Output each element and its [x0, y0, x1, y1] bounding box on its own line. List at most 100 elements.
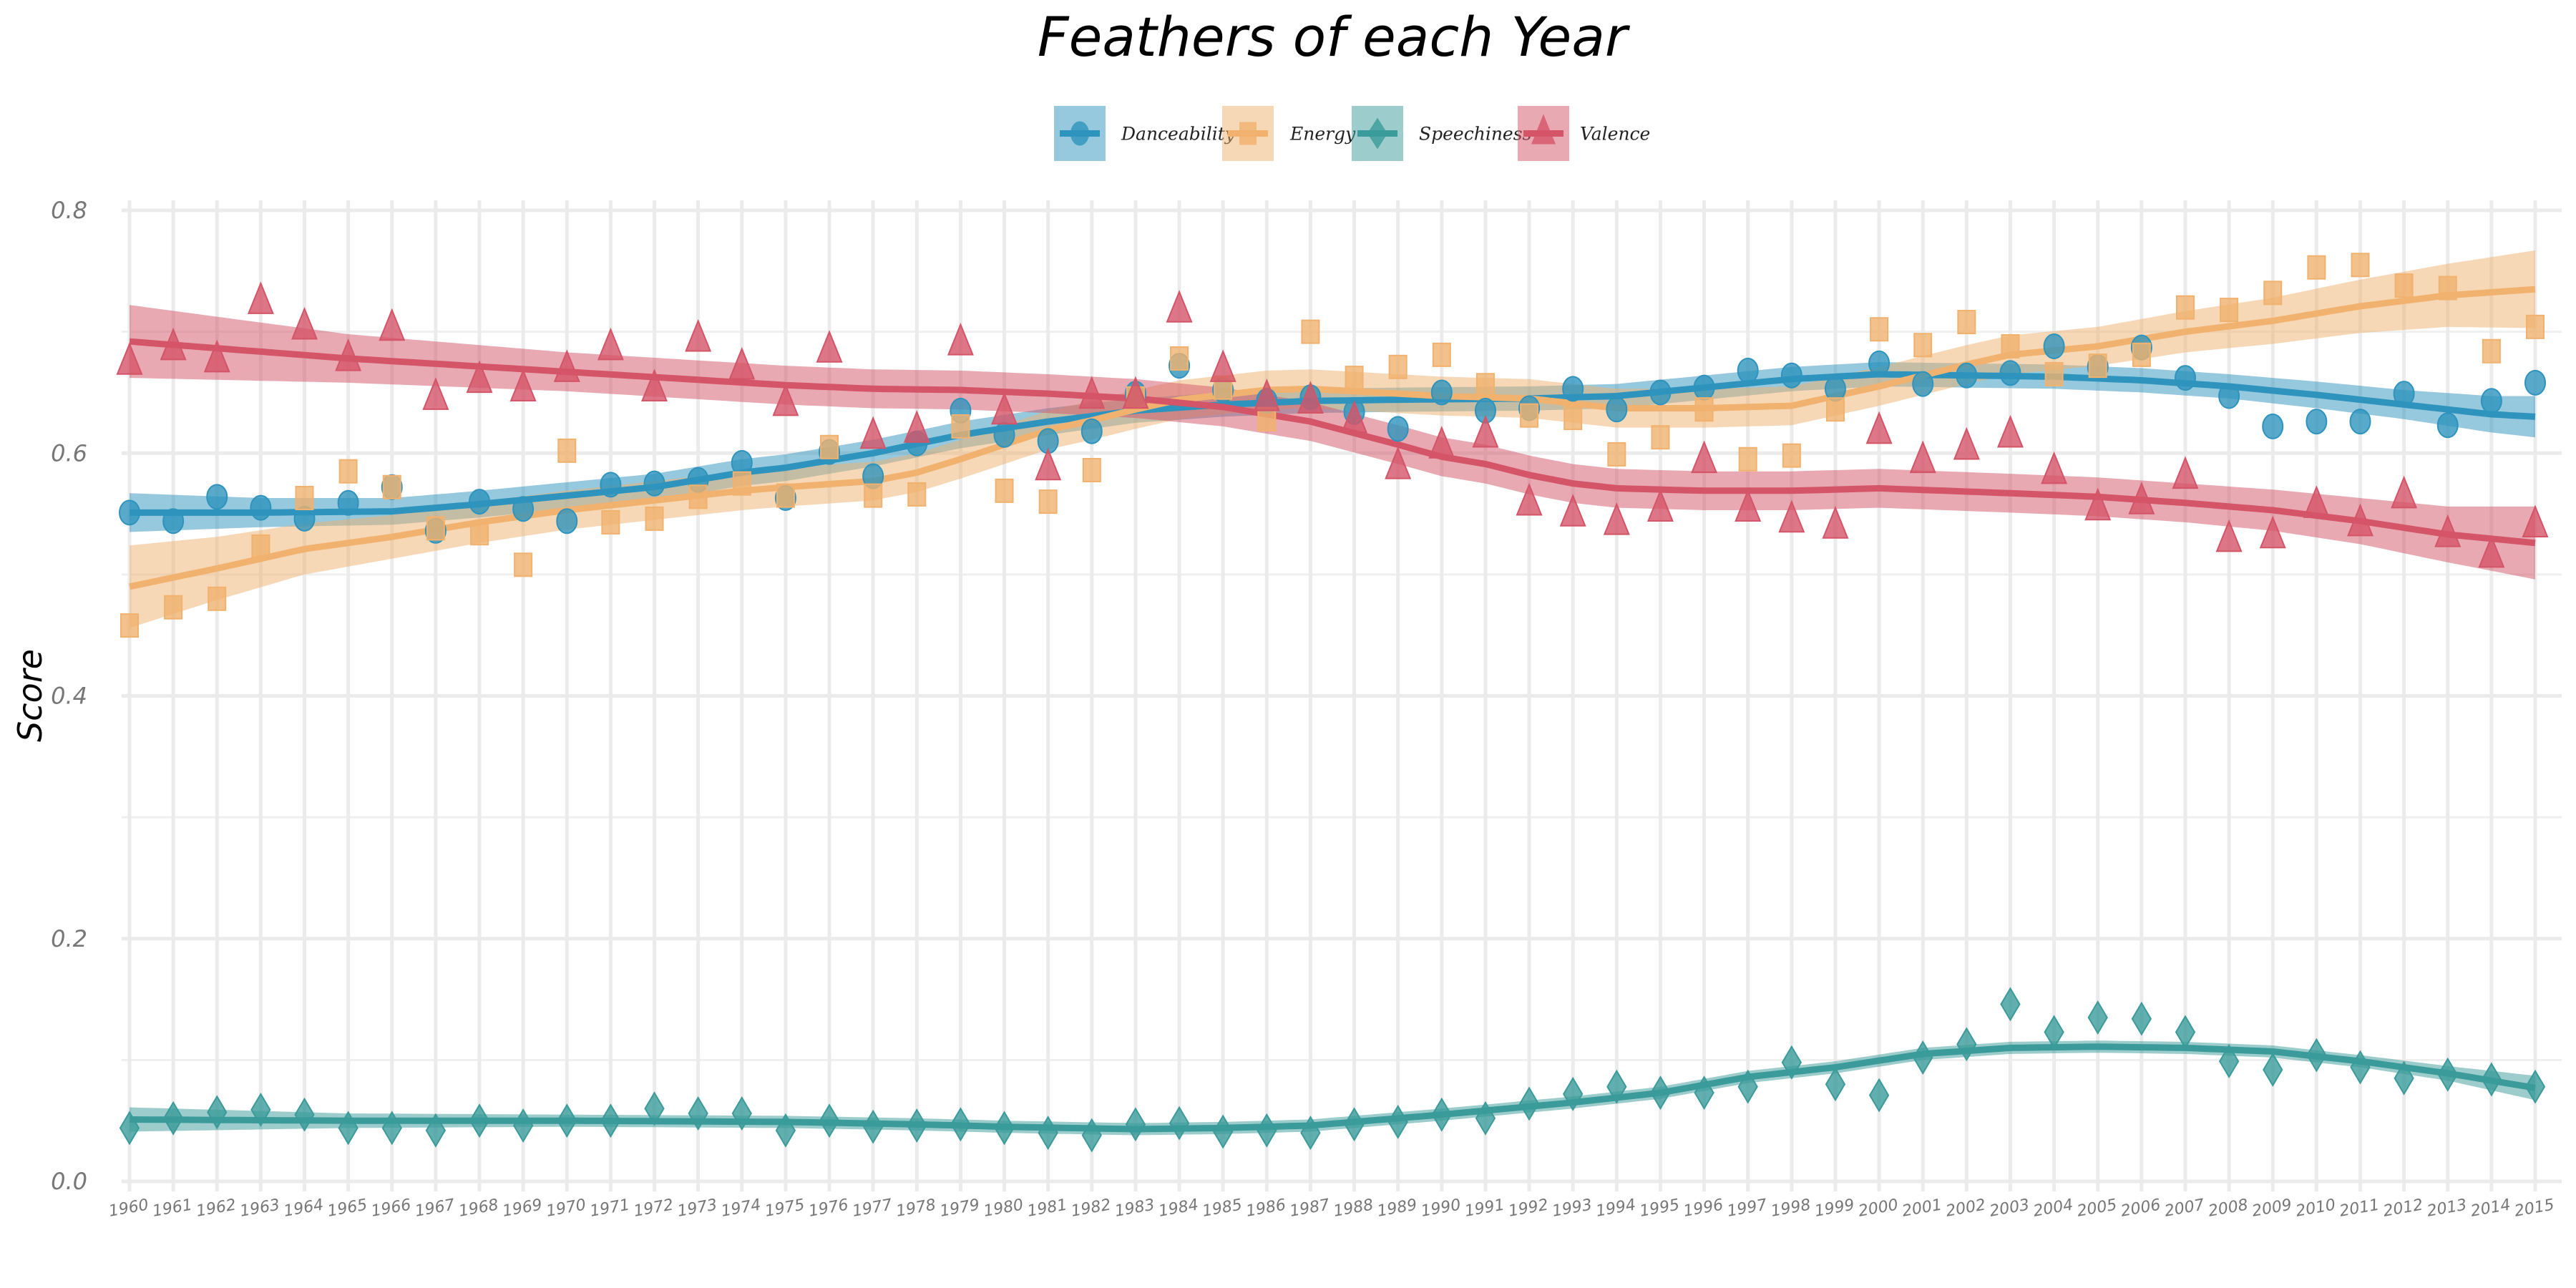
valence-point — [1865, 411, 1893, 444]
danceability-point — [1737, 357, 1759, 384]
speechiness-point — [2263, 1052, 2283, 1087]
danceability-point — [1649, 379, 1672, 406]
energy-point — [2307, 255, 2326, 280]
valence-point — [1035, 447, 1062, 481]
x-tick-label: 1981 — [1026, 1196, 1068, 1220]
x-tick-label: 1991 — [1463, 1196, 1506, 1220]
valence-point — [903, 410, 930, 443]
danceability-point — [1693, 374, 1715, 401]
energy-point — [426, 516, 445, 541]
x-tick-label: 1977 — [851, 1196, 893, 1220]
energy-point — [2394, 273, 2414, 298]
valence-point — [1166, 290, 1193, 323]
danceability-point — [162, 508, 185, 535]
valence-point — [597, 327, 624, 361]
speechiness-point — [731, 1096, 752, 1131]
energy-point — [732, 471, 751, 496]
valence-point — [1253, 378, 1280, 411]
danceability-point — [1999, 360, 2021, 386]
speechiness-point — [1081, 1118, 1102, 1153]
x-tick-label: 1988 — [1332, 1196, 1375, 1220]
danceability-point — [1430, 379, 1453, 406]
x-tick-label: 1983 — [1113, 1196, 1156, 1220]
speechiness-point — [1300, 1116, 1321, 1151]
speechiness-point — [907, 1108, 927, 1143]
valence-confidence-band — [130, 305, 2535, 580]
speechiness-point — [1650, 1075, 1671, 1111]
triangle-icon — [1531, 114, 1556, 145]
valence-point — [2084, 487, 2112, 521]
x-tick-labels: 1960 1961 1962 1963 1964 1965 1966 1967 1968 1969… — [107, 1196, 2555, 1220]
x-tick-label: 1984 — [1157, 1196, 1199, 1220]
energy-point — [164, 595, 183, 620]
valence-point — [2259, 515, 2286, 549]
x-tick-label: 1989 — [1376, 1196, 1418, 1220]
energy-point — [1345, 366, 1364, 391]
x-tick-label: 1974 — [720, 1196, 762, 1220]
x-tick-label: 2014 — [2469, 1196, 2512, 1220]
valence-point — [2478, 535, 2505, 568]
energy-point — [1607, 441, 1626, 467]
energy-point — [820, 434, 839, 459]
x-tick-label: 1998 — [1770, 1196, 1812, 1220]
speechiness-point — [775, 1113, 796, 1148]
speechiness-point — [863, 1109, 884, 1144]
energy-point — [120, 613, 139, 638]
legend-item-valence: Valence — [1518, 106, 1650, 161]
valence-point — [509, 369, 537, 402]
valence-point — [1516, 482, 1543, 516]
energy-point — [1957, 310, 1976, 335]
x-tick-label: 1975 — [763, 1196, 806, 1220]
speechiness-point — [2000, 987, 2021, 1022]
valence-point — [1646, 489, 1674, 522]
x-tick-label: 1971 — [589, 1196, 631, 1220]
energy-point — [1694, 397, 1714, 422]
valence-point — [859, 416, 887, 449]
valence-point — [1472, 414, 1499, 448]
speechiness-point — [1956, 1027, 1977, 1062]
energy-point — [208, 586, 227, 611]
speechiness-point — [2394, 1060, 2414, 1096]
valence-point — [247, 281, 274, 314]
y-tick-label: 0.8 — [51, 197, 87, 224]
speechiness-point — [2306, 1038, 2327, 1073]
x-tick-label: 2008 — [2207, 1196, 2249, 1220]
circle-icon — [1070, 121, 1089, 146]
valence-point — [553, 349, 580, 382]
energy-point — [1475, 373, 1495, 398]
x-tick-label: 1973 — [676, 1196, 718, 1220]
speechiness-point — [1737, 1069, 1758, 1104]
danceability-point — [1912, 371, 1934, 397]
valence-point — [2303, 485, 2330, 518]
x-tick-label: 1960 — [107, 1196, 150, 1220]
energy-point — [2526, 314, 2545, 339]
energy-point — [2001, 333, 2020, 358]
x-tick-label: 2007 — [2163, 1196, 2205, 1220]
speechiness-point — [950, 1107, 971, 1142]
danceability-point — [469, 489, 491, 515]
speechiness-point — [1475, 1101, 1496, 1136]
valence-point — [379, 308, 406, 341]
x-tick-label: 2012 — [2382, 1196, 2424, 1220]
legend-item-speechiness: Speechiness — [1352, 106, 1531, 161]
danceability-point — [1562, 376, 1584, 402]
energy-point — [1038, 489, 1058, 514]
energy-point — [382, 474, 401, 499]
speechiness-point — [1868, 1078, 1890, 1113]
speechiness-point — [294, 1097, 315, 1132]
speechiness-point — [207, 1095, 228, 1130]
speechiness-point — [162, 1101, 184, 1136]
energy-point — [2220, 298, 2239, 323]
x-tick-label: 2011 — [2338, 1196, 2381, 1220]
valence-point — [1385, 446, 1412, 479]
energy-point — [2132, 342, 2151, 367]
speechiness-point — [2481, 1062, 2502, 1097]
valence-point — [1209, 349, 1236, 382]
speechiness-point — [1518, 1086, 1540, 1121]
energy-point — [1301, 319, 1320, 344]
x-tick-label: 1985 — [1201, 1196, 1243, 1220]
valence-point — [1996, 414, 2024, 448]
y-tick-label: 0.2 — [51, 925, 87, 952]
x-tick-label: 1999 — [1813, 1196, 1855, 1220]
speechiness-point — [2044, 1015, 2064, 1050]
